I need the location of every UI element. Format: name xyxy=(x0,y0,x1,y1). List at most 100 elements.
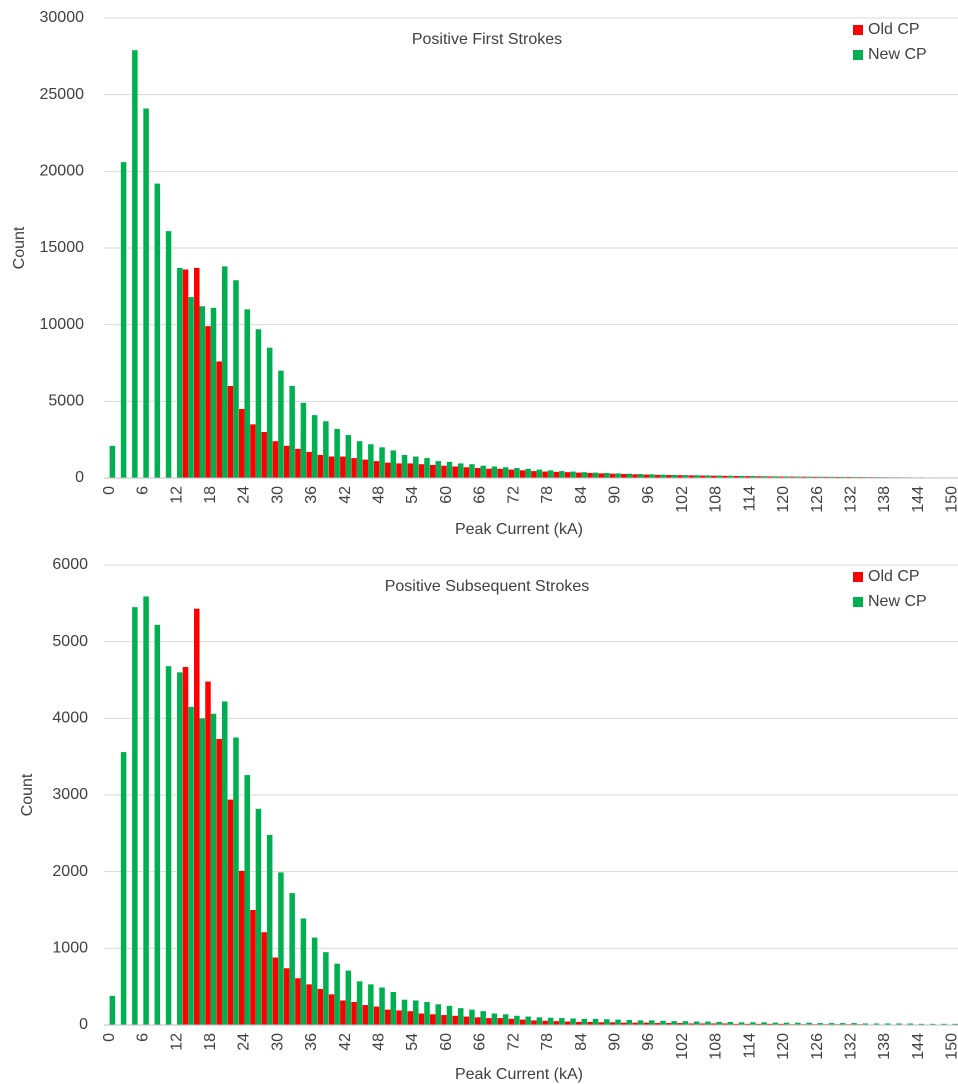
legend-label: New CP xyxy=(868,46,927,63)
bar xyxy=(621,474,627,478)
bar xyxy=(441,1015,447,1025)
bar xyxy=(671,1021,677,1025)
bar xyxy=(165,231,172,478)
bar xyxy=(828,1023,835,1025)
bar xyxy=(379,987,385,1025)
bar xyxy=(525,1016,531,1025)
bar xyxy=(385,462,391,478)
x-tick-label: 60 xyxy=(438,486,455,504)
bar xyxy=(576,1021,582,1025)
bar xyxy=(688,1023,694,1025)
legend-label: Old CP xyxy=(868,21,920,38)
bar xyxy=(693,475,700,478)
bar xyxy=(514,1015,520,1025)
y-tick-label: 25000 xyxy=(40,86,85,103)
bar xyxy=(536,1017,543,1025)
bar xyxy=(795,476,801,478)
bar xyxy=(205,681,211,1025)
bar xyxy=(283,445,290,478)
y-tick-label: 30000 xyxy=(40,9,85,26)
bar xyxy=(514,468,520,478)
bar xyxy=(295,978,301,1025)
bar xyxy=(592,472,599,478)
bar xyxy=(497,1018,503,1025)
bar xyxy=(351,1002,357,1025)
bar xyxy=(705,1021,711,1025)
bar xyxy=(823,476,829,478)
bar xyxy=(340,1000,346,1025)
y-tick-label: 0 xyxy=(75,469,84,486)
bar xyxy=(401,455,408,478)
bar xyxy=(446,461,453,478)
bar xyxy=(767,1023,773,1025)
bar xyxy=(109,445,116,478)
bar xyxy=(744,1023,751,1025)
x-tick-label: 60 xyxy=(438,1033,455,1051)
bar xyxy=(199,718,206,1025)
bar xyxy=(435,1004,441,1025)
x-tick-label: 84 xyxy=(573,486,590,504)
bar xyxy=(581,472,588,478)
bar xyxy=(716,475,722,478)
bar xyxy=(233,737,239,1025)
bar xyxy=(817,1023,824,1025)
bar xyxy=(491,1013,498,1025)
bar xyxy=(598,473,605,478)
bar xyxy=(626,1020,633,1025)
bar xyxy=(216,361,222,478)
bar xyxy=(424,458,430,478)
bar xyxy=(311,415,318,478)
bar xyxy=(469,1009,475,1025)
bar xyxy=(564,472,571,478)
bar xyxy=(441,465,447,478)
bar xyxy=(194,608,200,1025)
x-tick-label: 120 xyxy=(775,1033,792,1060)
bar xyxy=(733,1023,739,1025)
bar xyxy=(463,467,470,478)
bar xyxy=(221,701,228,1025)
bar xyxy=(750,476,756,478)
x-tick-label: 144 xyxy=(910,1033,927,1060)
bar xyxy=(132,607,138,1025)
bar xyxy=(446,1005,453,1025)
bar xyxy=(812,476,818,478)
x-tick-label: 138 xyxy=(876,486,893,513)
bar xyxy=(300,402,307,478)
bar xyxy=(210,713,217,1025)
bar xyxy=(547,1017,554,1025)
bar xyxy=(221,266,228,478)
x-tick-label: 54 xyxy=(404,486,421,504)
y-tick-label: 3000 xyxy=(52,786,88,803)
x-tick-label: 150 xyxy=(944,1033,958,1060)
bar xyxy=(407,1011,414,1025)
bar xyxy=(806,476,812,478)
bar xyxy=(800,476,807,478)
bar xyxy=(738,1022,745,1025)
bar xyxy=(109,995,116,1025)
bar xyxy=(250,910,256,1025)
bar xyxy=(772,1022,779,1025)
bar xyxy=(716,1021,722,1025)
bar xyxy=(660,1020,666,1025)
x-tick-label: 102 xyxy=(674,486,691,513)
bar xyxy=(531,471,537,478)
y-tick-label: 5000 xyxy=(48,393,84,410)
x-tick-label: 66 xyxy=(472,1033,489,1051)
bar xyxy=(632,1022,638,1025)
bar xyxy=(407,463,414,478)
bar xyxy=(648,474,655,478)
bar xyxy=(553,471,560,478)
x-tick-label: 0 xyxy=(101,1033,118,1042)
bar xyxy=(356,981,363,1025)
bar xyxy=(323,952,329,1025)
x-tick-label: 18 xyxy=(202,486,219,504)
bar xyxy=(817,476,824,478)
bar xyxy=(238,409,245,478)
bar xyxy=(177,672,183,1025)
bar xyxy=(710,475,717,478)
bar xyxy=(480,465,486,478)
bar xyxy=(463,1016,470,1025)
bar xyxy=(390,992,397,1025)
bar xyxy=(244,775,250,1025)
bar xyxy=(862,1023,868,1025)
